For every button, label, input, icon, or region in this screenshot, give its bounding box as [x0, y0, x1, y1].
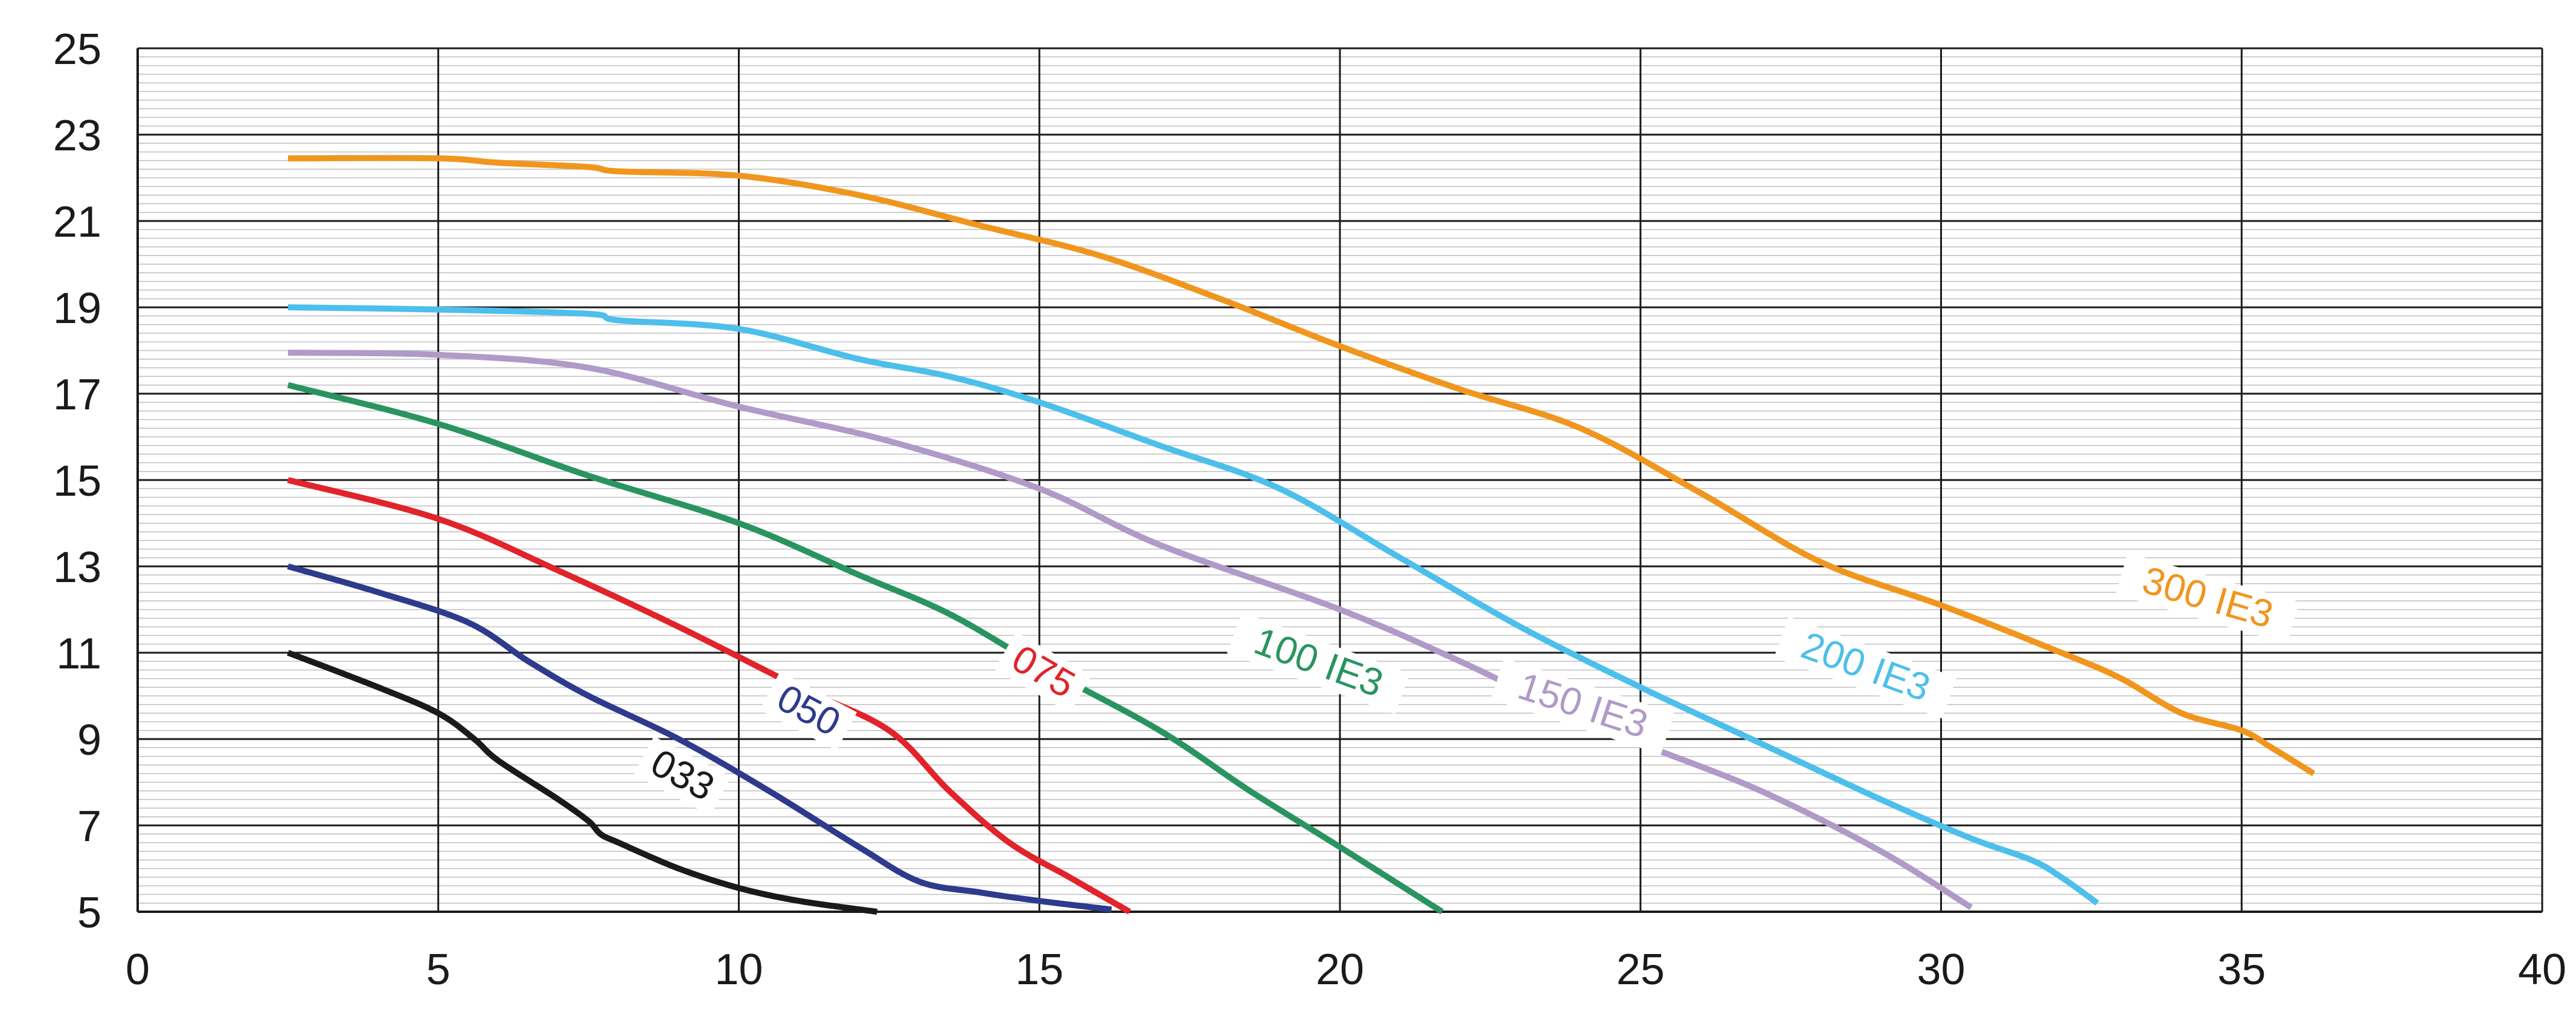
series-label-background: [994, 632, 1092, 713]
series-label-background: [1773, 616, 1957, 719]
x-tick-label: 10: [714, 946, 763, 994]
series-label-group: 033: [633, 736, 731, 816]
x-tick-label: 20: [1316, 946, 1364, 994]
series-line-200-ie3: [287, 304, 2100, 906]
x-tick-label: 15: [1015, 946, 1063, 994]
series-label-background: [2115, 552, 2299, 644]
y-tick-label: 13: [53, 543, 101, 592]
series-line-050: [287, 563, 1112, 913]
x-tick-label: 30: [1917, 946, 1965, 994]
y-tick-label: 25: [53, 25, 101, 74]
series-label-background: [760, 671, 857, 751]
series-label-group: 200 IE3: [1773, 616, 1957, 719]
y-tick-label: 19: [53, 284, 101, 333]
y-tick-label: 11: [56, 630, 101, 678]
y-tick-label: 5: [77, 889, 101, 937]
y-tick-label: 7: [77, 802, 101, 851]
y-tick-label: 9: [77, 716, 101, 764]
y-tick-labels: 5 7 9 11 13 15 17 19 21 23 25: [53, 25, 101, 937]
x-tick-label: 40: [2518, 946, 2566, 994]
x-tick-label: 0: [126, 946, 150, 994]
y-tick-label: 21: [53, 198, 101, 246]
y-tick-label: 23: [53, 112, 101, 160]
series-lines: [287, 155, 2316, 915]
series-line-100-ie3: [287, 382, 1444, 915]
series-label-100-ie3: 100 IE3: [1249, 619, 1389, 705]
y-tick-label: 17: [53, 371, 101, 419]
series-label-group: 075: [994, 632, 1092, 713]
series-label-background: [1491, 658, 1674, 755]
series-label-150-ie3: 150 IE3: [1513, 664, 1653, 746]
series-label-background: [1226, 612, 1410, 714]
x-tick-labels: 0 5 10 15 20 25 30 35 40: [126, 946, 2566, 994]
x-tick-label: 35: [2217, 946, 2266, 994]
axes: [136, 48, 2542, 913]
x-tick-label: 5: [426, 946, 450, 994]
series-label-background: [633, 736, 731, 816]
series-line-033: [287, 650, 878, 915]
x-tick-label: 25: [1616, 946, 1665, 994]
series-line-300-ie3: [287, 155, 2316, 776]
series-label-200-ie3: 200 IE3: [1796, 623, 1936, 709]
y-tick-label: 15: [53, 457, 101, 505]
series-line-150-ie3: [287, 350, 1973, 911]
series-label-group: 300 IE3: [2115, 552, 2299, 644]
series-label-300-ie3: 300 IE3: [2138, 558, 2278, 636]
